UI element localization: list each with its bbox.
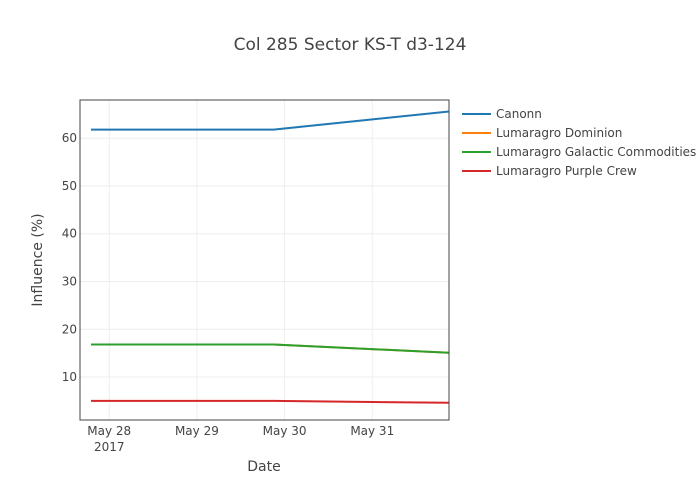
y-axis-ticks: 10 20 30 40 50 60 [62, 131, 77, 384]
x-tick-sublabel: 2017 [94, 440, 125, 454]
legend-label: Lumaragro Purple Crew [496, 164, 637, 178]
x-tick-label: May 28 [87, 424, 131, 438]
legend-item[interactable]: Canonn [462, 107, 542, 121]
series-line-2 [91, 343, 450, 354]
gridlines [80, 100, 449, 420]
series-lines [91, 110, 450, 404]
series-line-4 [91, 399, 450, 404]
y-tick-label: 20 [62, 322, 77, 336]
legend-item[interactable]: Lumaragro Dominion [462, 126, 622, 140]
y-tick-label: 10 [62, 370, 77, 384]
y-axis-title: Influence (%) [30, 213, 46, 306]
x-tick-label: May 29 [175, 424, 219, 438]
legend-item[interactable]: Lumaragro Galactic Commodities [462, 145, 696, 159]
series-line-1 [91, 110, 450, 131]
y-tick-label: 50 [62, 179, 77, 193]
legend-label: Lumaragro Galactic Commodities [496, 145, 696, 159]
y-tick-label: 40 [62, 227, 77, 241]
x-axis-title: Date [247, 459, 280, 475]
y-tick-label: 60 [62, 131, 77, 145]
chart-title: Col 285 Sector KS-T d3-124 [234, 35, 467, 55]
legend-item[interactable]: Lumaragro Purple Crew [462, 164, 637, 178]
legend: Canonn Lumaragro Dominion Lumaragro Galact… [462, 107, 696, 178]
x-tick-label: May 30 [263, 424, 307, 438]
series-line-3 [91, 343, 450, 354]
x-tick-label: May 31 [350, 424, 394, 438]
y-tick-label: 30 [62, 274, 77, 288]
legend-label: Canonn [496, 107, 542, 121]
plot-area-frame [79, 99, 450, 421]
x-axis-ticks: May 28 2017 May 29 May 30 May 31 [87, 424, 394, 454]
legend-label: Lumaragro Dominion [496, 126, 622, 140]
